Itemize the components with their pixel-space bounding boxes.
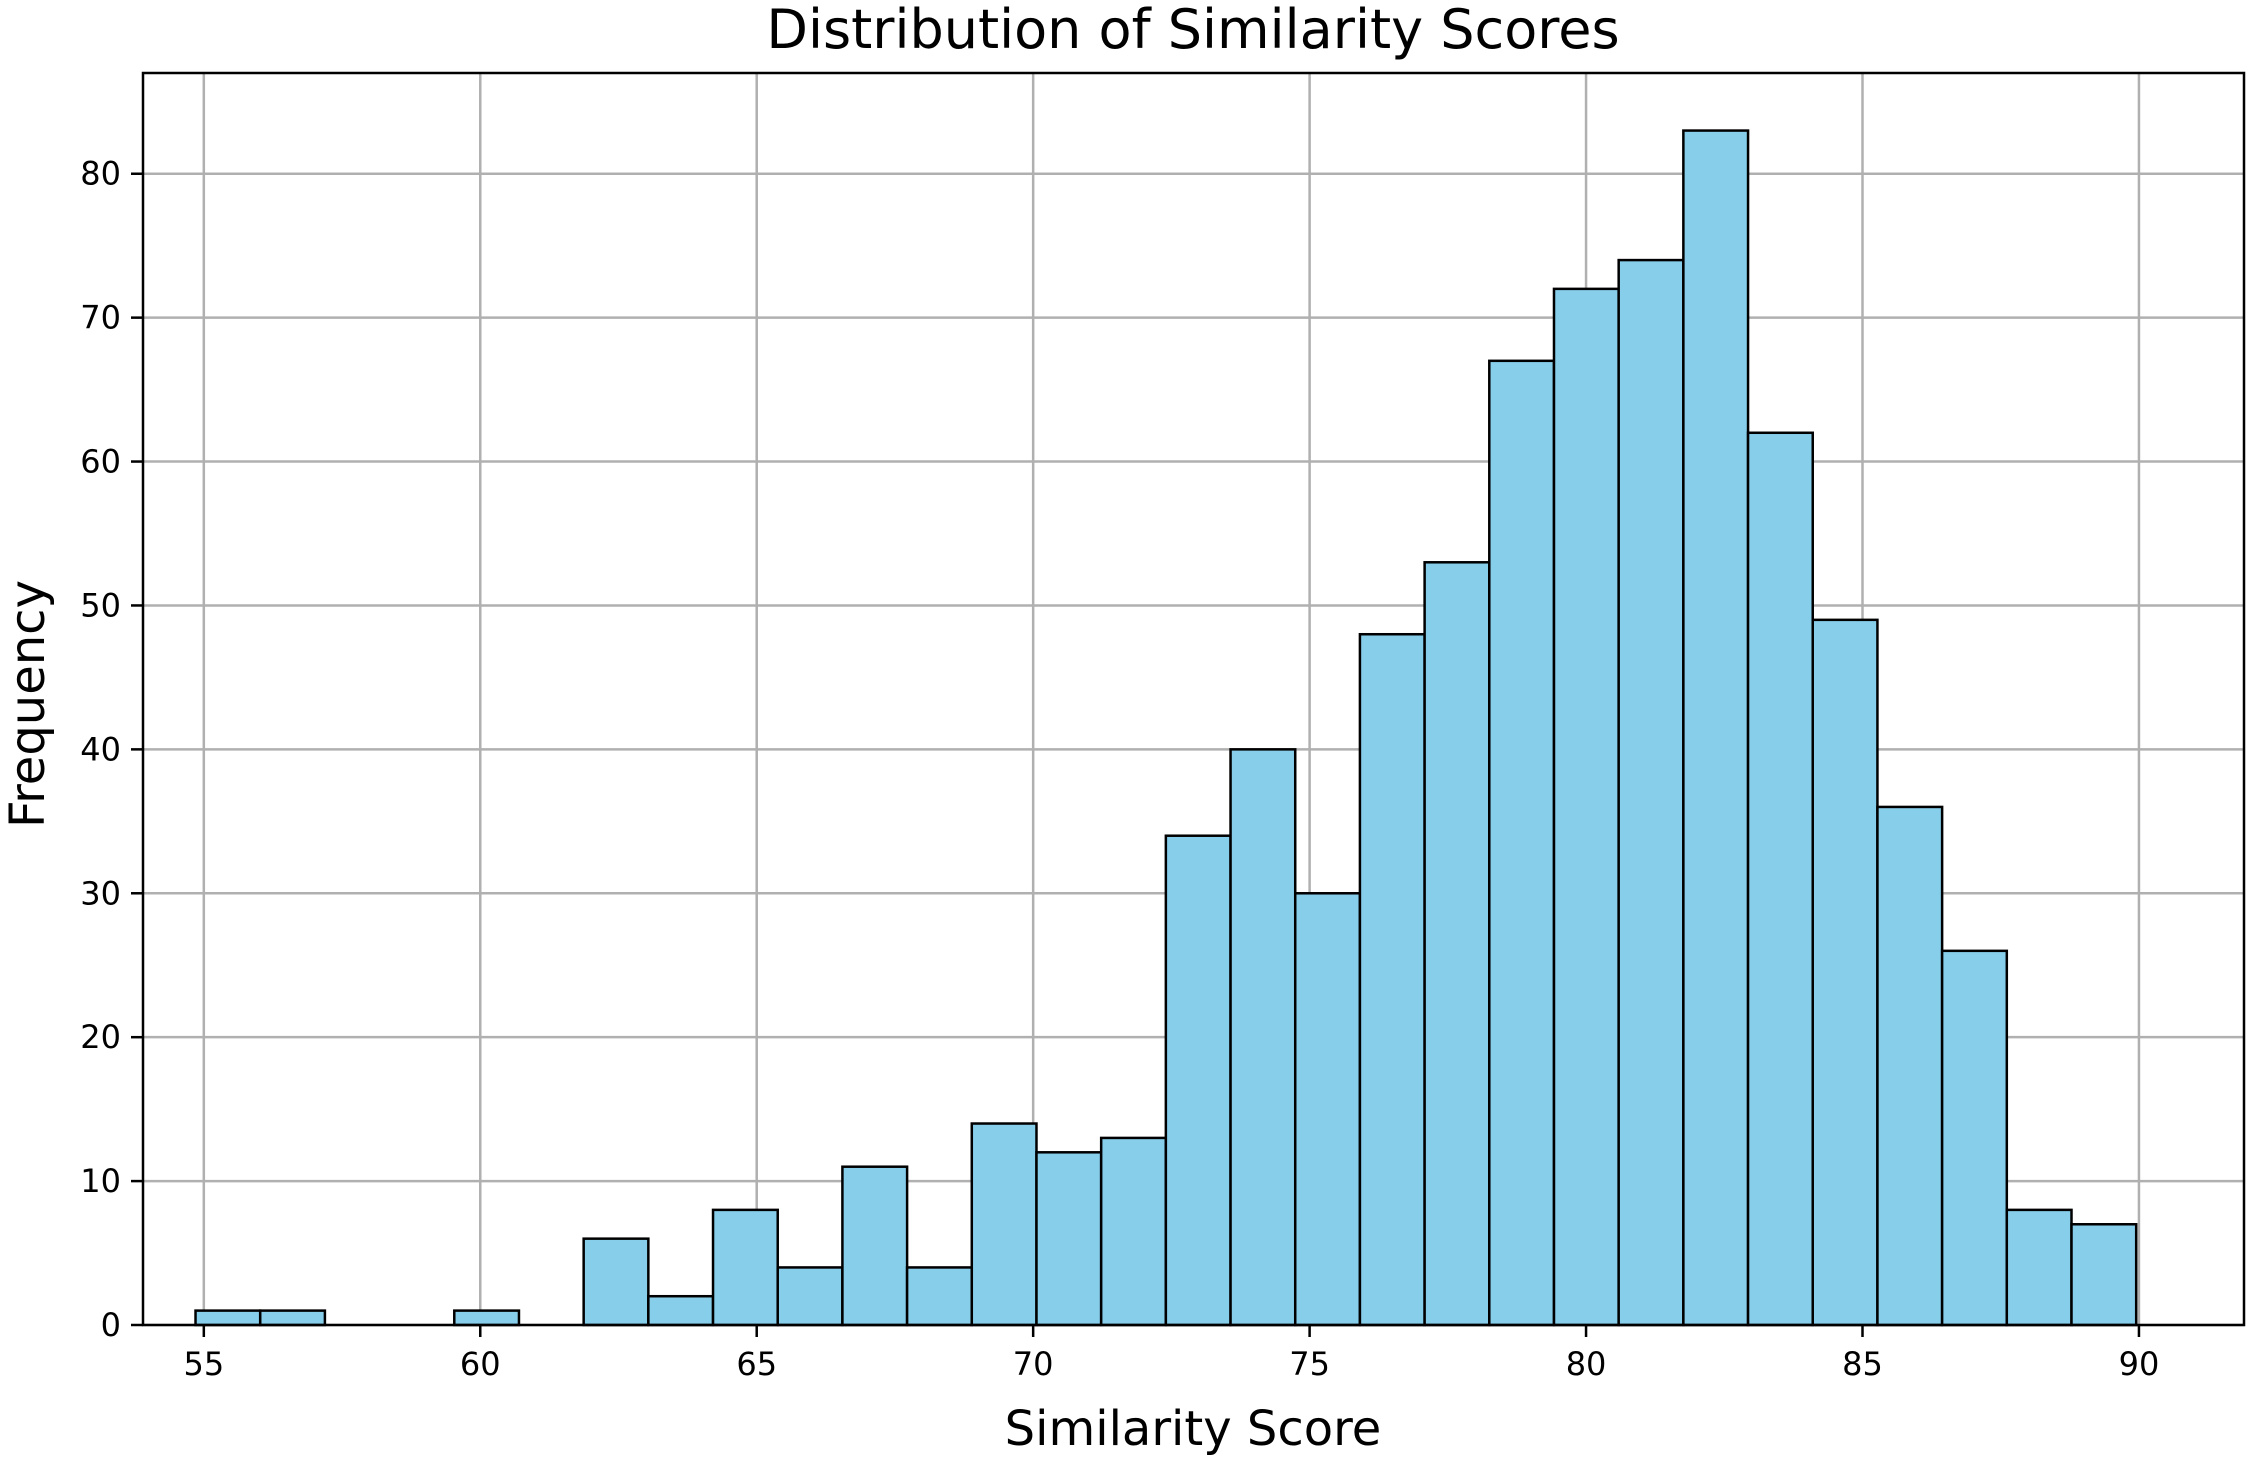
histogram-bar [905,1266,974,1327]
y-tick-label: 40 [80,730,121,768]
y-tick-label: 20 [80,1018,121,1056]
histogram-bar [647,1294,715,1327]
x-tick-label: 55 [183,1345,224,1383]
histogram-bar [1293,892,1362,1327]
histogram-bar [1552,287,1620,1327]
x-axis-label: Similarity Score [1005,1401,1382,1457]
histogram-bars [194,129,2138,1327]
histogram-bar [776,1266,844,1327]
y-tick-label: 70 [80,299,121,337]
histogram-bar [970,1122,1038,1327]
y-tick-label: 30 [80,874,121,912]
x-tick-label: 65 [736,1345,777,1383]
histogram-bar [1488,359,1556,1327]
y-tick-label: 80 [80,155,121,193]
histogram-bar [1423,561,1491,1327]
histogram-bar [2070,1223,2138,1327]
y-tick-label: 10 [80,1162,121,1200]
y-tick-label: 50 [80,586,121,624]
histogram-bar [1746,431,1814,1327]
histogram-bar [258,1309,327,1327]
x-tick-label: 85 [1842,1345,1883,1383]
histogram-bar [1164,834,1232,1327]
plot-frame [141,71,2246,1327]
x-axis-ticks: 55 60 65 70 75 80 85 90 [183,1325,2159,1383]
histogram-bar [841,1165,909,1327]
chart-title: Distribution of Similarity Scores [766,0,1619,61]
histogram-bar [1035,1151,1103,1327]
y-tick-label: 0 [101,1306,121,1344]
histogram-bar [1099,1136,1168,1327]
histogram-bar [453,1309,521,1327]
histogram-bar [711,1208,779,1327]
y-axis-ticks: 0 10 20 30 40 50 60 70 80 [80,155,143,1344]
x-tick-label: 60 [460,1345,501,1383]
histogram-bar [1940,949,2009,1327]
x-tick-label: 90 [2119,1345,2160,1383]
y-axis-label: Frequency [0,580,56,828]
x-tick-label: 75 [1289,1345,1330,1383]
histogram-bar [2005,1208,2073,1327]
histogram-bar [1617,258,1685,1327]
histogram-bar [1229,748,1297,1327]
histogram-bar [1811,618,1879,1327]
histogram-bar [1876,805,1944,1327]
y-tick-label: 60 [80,443,121,481]
histogram-bar [194,1309,262,1327]
histogram-bar [1682,129,1750,1327]
histogram-bar [582,1237,650,1327]
x-tick-label: 80 [1566,1345,1607,1383]
x-tick-label: 70 [1013,1345,1054,1383]
histogram-bar [1358,632,1426,1327]
